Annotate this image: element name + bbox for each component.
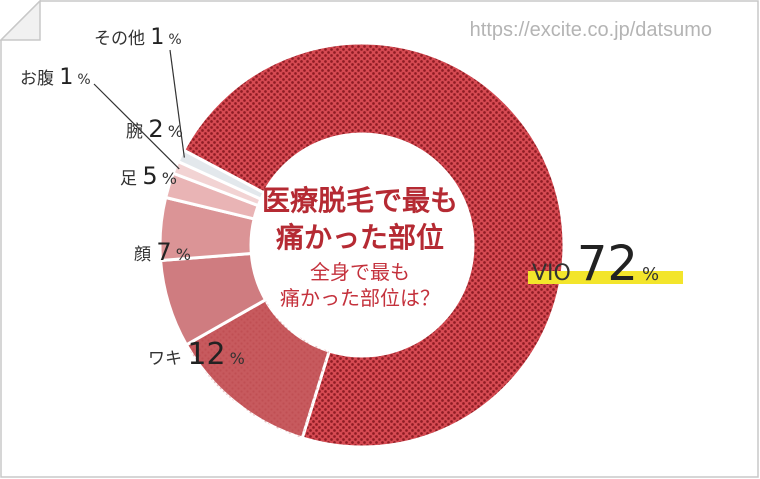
slices-group xyxy=(158,41,566,449)
labels-group: VIO 72 %ワキ 12 %顔 7 %足 5 %腕 2 %お腹 1 %その他 1% xyxy=(20,25,659,372)
slice-0 xyxy=(181,41,566,449)
slice-label-3: 足 5% xyxy=(120,162,177,190)
center-title-line1: 医療脱毛で最も xyxy=(262,184,458,217)
slice-label-unit-3: % xyxy=(162,169,177,188)
slice-label-5: お腹 1% xyxy=(20,65,91,90)
slice-label-value-6: 1 xyxy=(150,25,164,50)
slice-label-name-5: お腹 xyxy=(20,69,59,89)
slice-label-value-2: 7 xyxy=(156,238,171,266)
slice-1-texture xyxy=(186,299,330,438)
leader-lines xyxy=(93,49,185,170)
paper-fold xyxy=(0,0,41,41)
slice-label-value-4: 2 xyxy=(148,115,163,143)
slice-label-value-5: 1 xyxy=(59,65,73,90)
slice-label-name-2: 顔 xyxy=(134,245,156,265)
slice-label-0: VIO 72% xyxy=(532,236,659,292)
slice-label-unit-2: % xyxy=(176,245,191,264)
vio-highlight-bar xyxy=(528,271,683,284)
leader-line-6 xyxy=(169,49,185,158)
slice-label-unit-6: % xyxy=(168,32,181,48)
slice-label-1: ワキ 12% xyxy=(148,337,245,372)
slice-label-2: 顔 7% xyxy=(134,238,191,266)
slice-label-name-0: VIO xyxy=(532,261,571,286)
source-url: https://excite.co.jp/datsumo xyxy=(470,19,712,41)
slice-label-unit-4: % xyxy=(168,122,183,141)
center-title-line2: 痛かった部位 xyxy=(276,221,444,254)
slice-label-name-3: 足 xyxy=(120,169,142,189)
slice-label-6: その他 1% xyxy=(94,25,182,50)
slice-label-unit-1: % xyxy=(230,349,245,368)
slice-label-value-3: 5 xyxy=(142,162,157,190)
slice-label-name-6: その他 xyxy=(94,29,150,49)
slice-label-name-4: 腕 xyxy=(126,122,148,142)
slice-label-4: 腕 2% xyxy=(126,115,183,143)
leader-line-5 xyxy=(93,83,180,170)
center-sub-line2: 痛かった部位は？ xyxy=(280,286,440,310)
slice-label-unit-0: % xyxy=(642,264,659,285)
center-sub-line1: 全身で最も xyxy=(310,260,410,284)
slice-label-name-1: ワキ xyxy=(148,349,187,369)
slice-label-value-1: 12 xyxy=(187,337,225,372)
slice-6 xyxy=(176,148,267,202)
slice-label-unit-5: % xyxy=(77,72,90,88)
slice-label-value-0: 72 xyxy=(577,236,638,292)
